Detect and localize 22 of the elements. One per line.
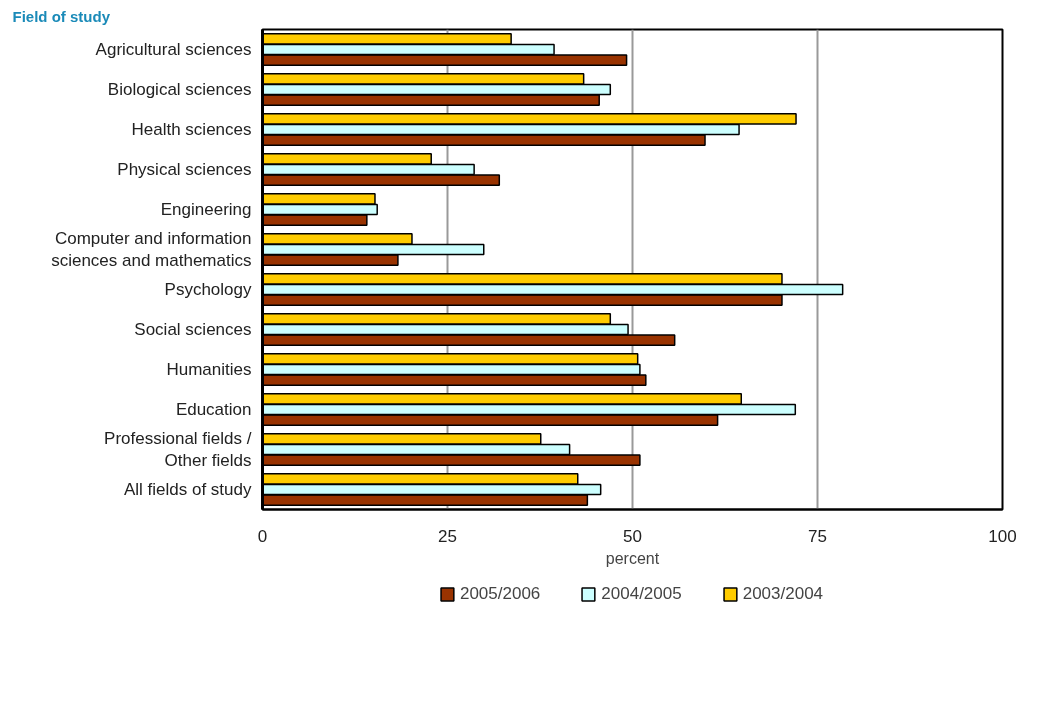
x-tick-label: 75 [808, 526, 827, 546]
legend-label: 2003/2004 [742, 584, 824, 604]
legend-label: 2005/2006 [459, 584, 541, 604]
y-tick-label: Psychology [164, 280, 252, 299]
y-tick-label: Social sciences [134, 320, 252, 339]
y-tick-label: All fields of study [123, 480, 252, 499]
y-tick-label: Engineering [160, 200, 252, 219]
legend-label: 2004/2005 [601, 584, 682, 604]
text: Field of study [12, 7, 111, 25]
x-tick-label: 100 [988, 526, 1017, 546]
y-tick-label: Agricultural sciences [95, 40, 252, 59]
x-tick-label: 0 [257, 526, 268, 546]
y-tick-label: Professional fields / Other fields [104, 428, 252, 471]
x-tick-label: 25 [438, 526, 457, 546]
y-tick-label: Physical sciences [117, 160, 252, 179]
x-axis-title: percent [605, 549, 660, 567]
y-tick-label: Computer and information sciences and mathematics [51, 228, 252, 271]
y-tick-label: Health sciences [131, 120, 252, 139]
y-tick-label: Humanities [166, 360, 252, 379]
y-tick-label: Biological sciences [107, 80, 252, 99]
x-tick-label: 50 [623, 526, 642, 546]
y-tick-label: Education [175, 400, 252, 419]
